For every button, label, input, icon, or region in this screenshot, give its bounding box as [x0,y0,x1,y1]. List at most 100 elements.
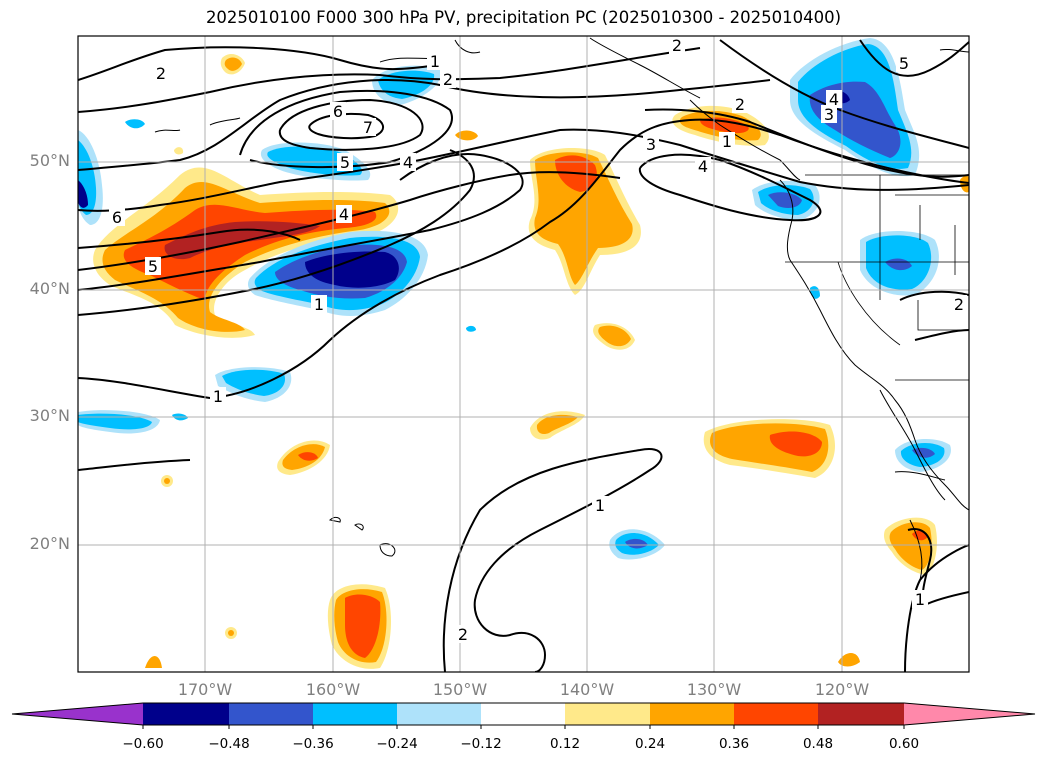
colorbar-tick-label: −0.60 [122,736,164,752]
contour-label: 4 [403,153,413,172]
precip-negative-region [885,258,912,271]
precip-positive-region [298,452,318,461]
contour-label: 4 [698,157,708,176]
colorbar-segment [565,703,650,725]
colorbar-segment [481,703,565,725]
colorbar-tick-label: 0.24 [634,736,666,752]
lon-label: 160°W [305,680,361,699]
colorbar-over-arrow [904,703,1035,725]
pv-contour-layer [78,39,969,672]
contour-label: 6 [112,208,122,227]
pv-contour [719,39,969,149]
colorbar-tick-label: −0.36 [292,736,334,752]
contour-label: 4 [339,205,349,224]
pv-contour [638,153,822,222]
pv-contour [78,46,431,81]
contour-label: 5 [899,54,909,73]
lon-label: 140°W [559,680,615,699]
coastline [454,39,481,54]
lon-label: 170°W [177,680,233,699]
contour-labels: 2 1 2 6 7 5 4 6 4 5 1 1 2 3 4 1 2 4 3 5 … [109,36,967,644]
pv-contour [907,528,969,607]
contour-label: 2 [735,95,745,114]
colorbar [11,702,1036,729]
colorbar-under-arrow [12,703,143,725]
colorbar-tick-label: −0.24 [376,736,418,752]
precip-positive-region [598,325,631,347]
precip-negative-region [466,325,476,332]
contour-label: 1 [213,387,223,406]
state-border [837,261,901,346]
precip-negative-region [125,119,145,129]
contour-label: 5 [340,153,350,172]
contour-label: 3 [646,135,656,154]
precip-positive-region [960,175,969,193]
coastline [779,179,969,511]
lon-label: 150°W [432,680,488,699]
precip-anomaly-layer [78,38,969,669]
precip-positive-region [145,656,162,668]
state-border [917,300,969,331]
contour-label: 3 [824,105,834,124]
precip-positive-region [455,130,478,141]
pv-contour [78,149,475,316]
precip-positive-region [345,594,381,658]
lon-label: 130°W [686,680,742,699]
coastline [328,516,341,523]
colorbar-segment [650,703,734,725]
pv-contour [78,47,701,113]
lat-label: 50°N [29,151,70,170]
pv-contour [78,79,771,171]
contour-label: 6 [333,102,343,121]
coastline [689,99,801,181]
lat-label: 20°N [29,534,70,553]
precip-positive-region [228,630,234,636]
gridlines [78,36,969,672]
colorbar-tick-label: 0.60 [888,736,920,752]
precip-positive-region [536,414,578,435]
contour-label: 1 [915,590,925,609]
pv-contour [644,108,969,178]
coastline [154,129,181,133]
contour-label: 5 [148,257,158,276]
precip-positive-region [174,147,184,155]
contour-label: 2 [954,295,964,314]
contour-label: 2 [156,64,166,83]
precip-negative-region [78,413,152,430]
coastline [354,523,364,531]
lat-label: 40°N [29,279,70,298]
pv-contour [78,153,524,291]
lon-label: 120°W [814,680,870,699]
colorbar-segment [818,703,904,725]
precip-negative-region [222,369,286,396]
colorbar-tick-label: 0.36 [718,736,750,752]
colorbar-tick-label: 0.12 [549,736,581,752]
colorbar-tick-label: −0.48 [208,736,250,752]
colorbar-segment [313,703,397,725]
plot-frame [77,35,970,673]
contour-label: 1 [595,496,605,515]
coastline [209,117,241,126]
colorbar-segment [143,703,229,725]
colorbar-tick-label: −0.12 [460,736,502,752]
coastline [589,37,701,99]
precip-positive-region [769,431,822,457]
precip-positive-region [700,117,749,134]
colorbar-segment [229,703,313,725]
pv-contour [904,544,969,672]
contour-label: 2 [443,70,453,89]
precip-negative-region [768,192,802,208]
pv-contour [278,98,424,151]
precip-positive-region [838,653,860,667]
colorbar-tick-label: 0.48 [802,736,834,752]
precip-positive-region [164,478,170,484]
contour-label: 4 [829,90,839,109]
colorbar-segment [734,703,818,725]
contour-label: 1 [430,52,440,71]
precip-positive-region [534,152,633,285]
coastline-layer [154,37,969,581]
contour-label: 7 [363,118,373,137]
colorbar-ticks [142,725,905,729]
contour-label: 2 [458,625,468,644]
plot-area [78,36,969,672]
